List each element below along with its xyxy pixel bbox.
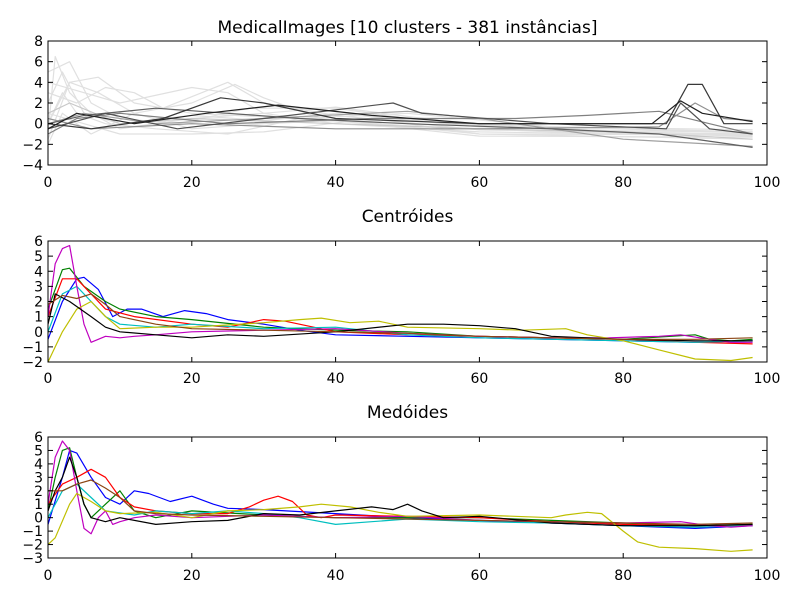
y-tick-label: 3 — [34, 470, 43, 486]
y-tick-label: 5 — [34, 443, 43, 459]
series-line-4 — [48, 483, 753, 528]
x-tick-label: 40 — [327, 568, 345, 584]
series-line-7 — [48, 112, 753, 140]
x-tick-label: 0 — [44, 175, 53, 191]
y-tick-label: −4 — [22, 158, 43, 174]
chart-title: MedicalImages [10 clusters - 381 instânc… — [218, 18, 598, 38]
y-tick-label: −1 — [22, 340, 43, 356]
series-line-2 — [48, 447, 753, 527]
x-tick-label: 60 — [470, 371, 488, 387]
series-line-7 — [48, 293, 753, 342]
y-tick-label: 5 — [34, 249, 43, 265]
x-tick-label: 0 — [44, 568, 53, 584]
y-tick-label: 6 — [34, 234, 43, 250]
x-tick-label: 100 — [754, 371, 781, 387]
y-tick-label: 4 — [34, 264, 43, 280]
series-line-8 — [48, 479, 753, 525]
plot-frame — [47, 40, 768, 166]
y-tick-label: −2 — [22, 538, 43, 554]
panel-all-series: MedicalImages [10 clusters - 381 instânc… — [22, 18, 780, 191]
series-line-15 — [48, 107, 753, 148]
x-tick-label: 60 — [470, 568, 488, 584]
series-line-12 — [48, 110, 753, 147]
x-tick-label: 20 — [183, 175, 201, 191]
x-tick-label: 40 — [327, 175, 345, 191]
y-tick-label: 2 — [34, 96, 43, 112]
x-tick-label: 80 — [614, 371, 632, 387]
series-line-8 — [48, 293, 753, 340]
y-tick-label: 2 — [34, 295, 43, 311]
chart-title: Centróides — [362, 207, 454, 227]
series-line-14 — [48, 102, 753, 130]
y-tick-label: 4 — [34, 75, 43, 91]
series-line-6 — [48, 300, 753, 362]
series-line-18 — [48, 100, 753, 130]
series-line-4 — [48, 285, 753, 343]
series-group — [48, 244, 753, 362]
y-tick-label: −2 — [22, 137, 43, 153]
series-line-13 — [48, 110, 753, 135]
x-tick-label: 20 — [183, 568, 201, 584]
x-tick-label: 20 — [183, 371, 201, 387]
y-tick-label: 0 — [34, 325, 43, 341]
y-tick-label: −1 — [22, 524, 43, 540]
y-tick-label: −2 — [22, 355, 43, 371]
y-tick-label: 6 — [34, 430, 43, 446]
y-tick-label: 4 — [34, 457, 43, 473]
plot-frame — [47, 436, 768, 559]
x-tick-label: 100 — [754, 568, 781, 584]
y-tick-label: 3 — [34, 279, 43, 295]
y-tick-label: 1 — [34, 497, 43, 513]
y-tick-label: 6 — [34, 55, 43, 71]
y-tick-label: 1 — [34, 310, 43, 326]
series-line-7 — [48, 456, 753, 527]
series-line-16 — [48, 102, 753, 135]
y-tick-label: 0 — [34, 117, 43, 133]
plot-frame — [47, 240, 768, 363]
series-line-2 — [48, 267, 753, 342]
series-group — [48, 55, 753, 148]
y-tick-label: 2 — [34, 484, 43, 500]
x-tick-label: 0 — [44, 371, 53, 387]
x-tick-label: 100 — [754, 175, 781, 191]
x-tick-label: 40 — [327, 371, 345, 387]
series-group — [48, 440, 753, 552]
y-tick-label: 0 — [34, 511, 43, 527]
x-tick-label: 80 — [614, 568, 632, 584]
y-tick-label: −3 — [22, 551, 43, 567]
y-tick-label: 8 — [34, 34, 43, 50]
x-tick-label: 60 — [470, 175, 488, 191]
chart-title: Medóides — [367, 403, 448, 423]
x-tick-label: 80 — [614, 175, 632, 191]
series-line-6 — [48, 492, 753, 552]
series-line-5 — [48, 244, 753, 343]
